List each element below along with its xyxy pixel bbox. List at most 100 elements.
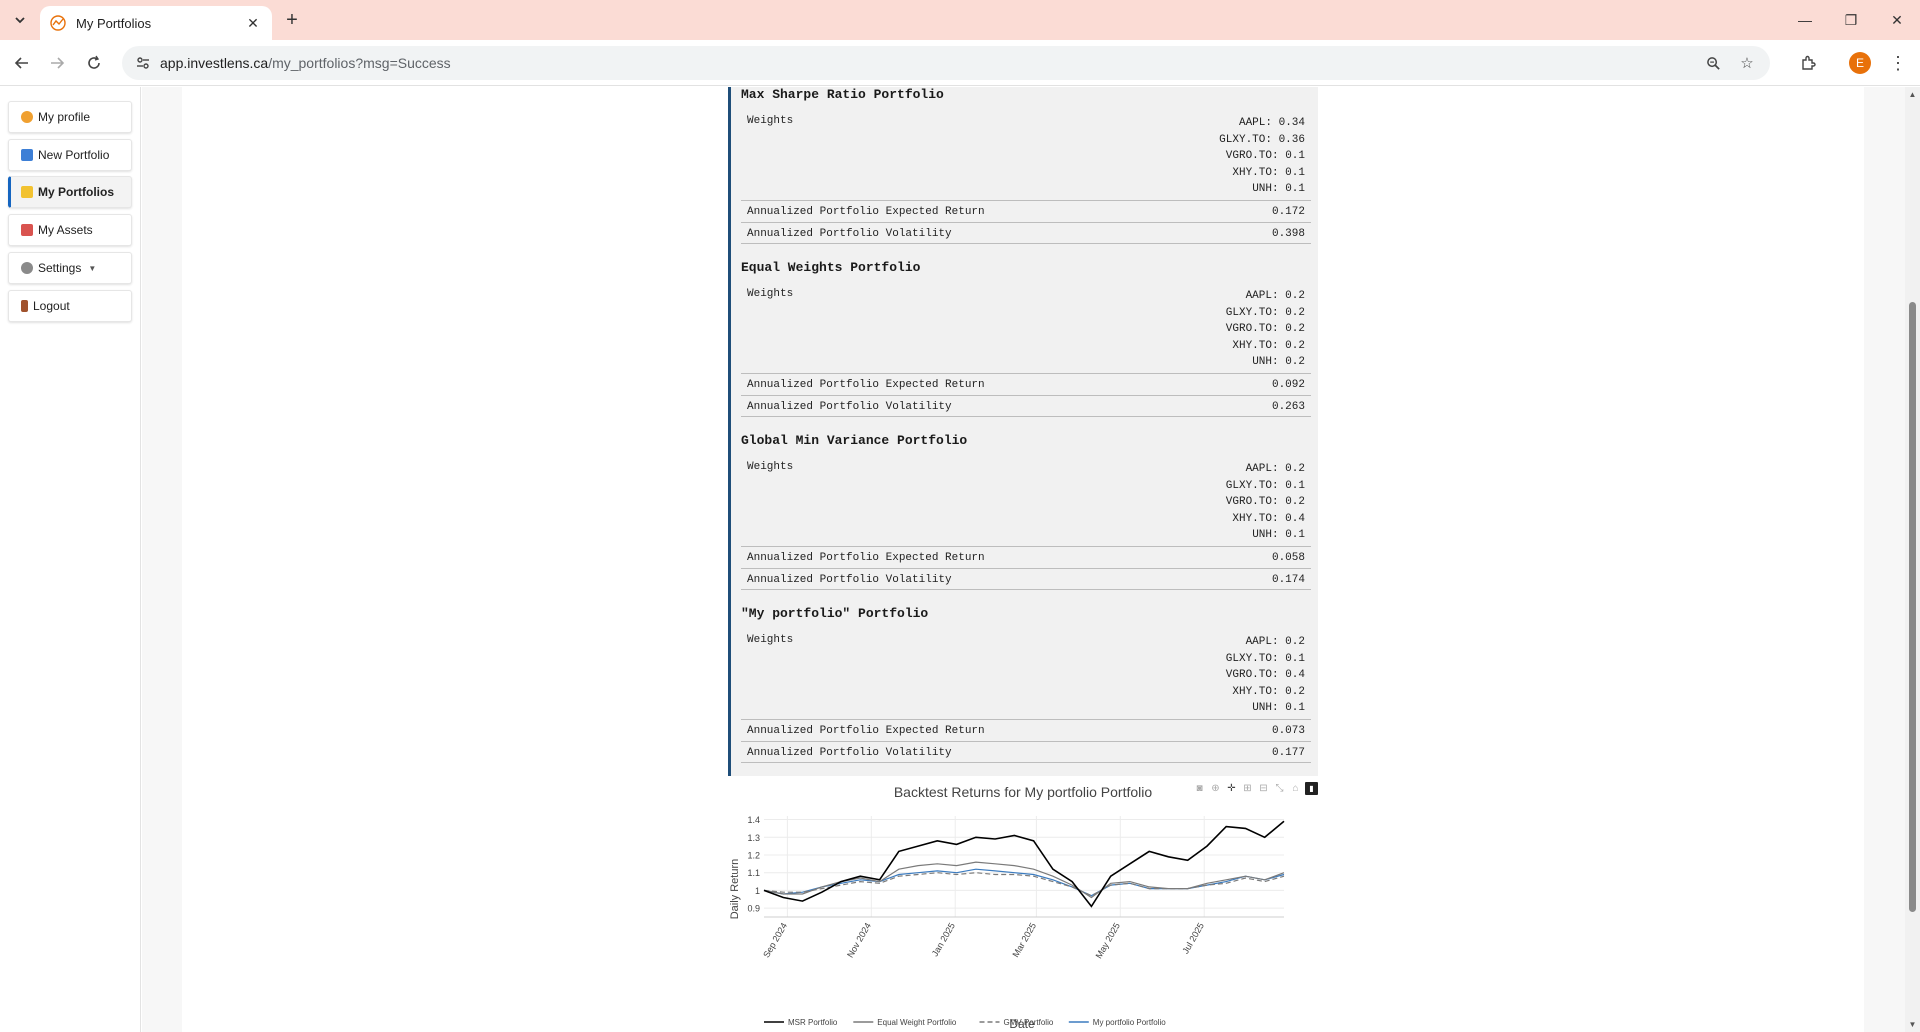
weight-value: AAPL: 0.2 xyxy=(1245,463,1305,475)
sidebar-item-my-portfolios[interactable]: My Portfolios xyxy=(8,176,132,208)
page-viewport: My profile New Portfolio My Portfolios M… xyxy=(0,87,1905,1032)
restore-icon[interactable]: ❐ xyxy=(1844,11,1858,28)
site-info-icon[interactable] xyxy=(126,46,160,80)
more-menu-icon[interactable]: ⋮ xyxy=(1889,52,1907,73)
browser-tab-bar: My Portfolios ✕ + — ❐ ✕ xyxy=(0,0,1920,40)
reload-icon[interactable] xyxy=(82,51,106,75)
books-icon xyxy=(21,224,33,236)
weights-label: Weights xyxy=(747,461,794,473)
bookmark-star-icon[interactable]: ☆ xyxy=(1740,55,1754,72)
volatility-row: Annualized Portfolio Volatility 0.398 xyxy=(741,222,1311,244)
back-arrow-icon[interactable] xyxy=(10,51,34,75)
sidebar-item-label: My Assets xyxy=(38,223,93,237)
tab-search-button[interactable] xyxy=(8,8,32,32)
sidebar: My profile New Portfolio My Portfolios M… xyxy=(0,87,141,1032)
url-text: app.investlens.ca/my_portfolios?msg=Succ… xyxy=(160,55,451,71)
sidebar-item-my-profile[interactable]: My profile xyxy=(8,101,132,133)
weight-value: VGRO.TO: 0.2 xyxy=(1225,496,1305,508)
y-tick-label: 1 xyxy=(755,886,760,896)
zoom-in-chart-icon[interactable]: ⊕ xyxy=(1211,783,1220,794)
sidebar-item-new-portfolio[interactable]: New Portfolio xyxy=(8,139,132,171)
folder-icon xyxy=(21,186,33,198)
extensions-icon[interactable] xyxy=(1796,51,1820,75)
url-host: app.investlens.ca xyxy=(160,55,269,71)
stat-label: Annualized Portfolio Volatility xyxy=(747,228,952,240)
gear-icon xyxy=(21,262,33,274)
sidebar-item-logout[interactable]: Logout xyxy=(8,290,132,322)
close-tab-icon[interactable]: ✕ xyxy=(247,14,259,31)
legend-label[interactable]: MSR Portfolio xyxy=(788,1018,838,1027)
y-tick-label: 1.2 xyxy=(747,850,760,860)
stat-label: Annualized Portfolio Expected Return xyxy=(747,379,985,391)
pan-icon[interactable]: ✛ xyxy=(1227,783,1236,794)
weights-values: AAPL: 0.34 GLXY.TO: 0.36 VGRO.TO: 0.1 XH… xyxy=(1219,115,1305,198)
door-icon xyxy=(21,300,28,312)
browser-toolbar: app.investlens.ca/my_portfolios?msg=Succ… xyxy=(0,40,1920,86)
scroll-down-icon[interactable]: ▼ xyxy=(1908,1020,1917,1029)
scrollbar-thumb[interactable] xyxy=(1909,302,1916,912)
volatility-row: Annualized Portfolio Volatility 0.177 xyxy=(741,741,1311,763)
stat-label: Annualized Portfolio Expected Return xyxy=(747,552,985,564)
address-bar[interactable]: app.investlens.ca/my_portfolios?msg=Succ… xyxy=(122,46,1770,80)
y-tick-label: 1.3 xyxy=(747,833,760,843)
omnibox-actions: ☆ xyxy=(1702,52,1758,74)
series-line-2 xyxy=(763,872,1285,897)
section-title: "My portfolio" Portfolio xyxy=(741,606,929,621)
camera-icon[interactable]: ◙ xyxy=(1196,783,1203,794)
home-icon[interactable]: ⌂ xyxy=(1292,783,1299,794)
chart-svg: Backtest Returns for My portfolio Portfo… xyxy=(729,784,1285,1031)
chart-modebar: ◙ ⊕ ✛ ⊞ ⊟ ⤡ ⌂ ▮ xyxy=(1193,782,1318,795)
legend-label[interactable]: My portfolio Portfolio xyxy=(1093,1018,1166,1027)
backtest-chart: ◙ ⊕ ✛ ⊞ ⊟ ⤡ ⌂ ▮ Backtest Returns for My … xyxy=(728,776,1318,1032)
weights-values: AAPL: 0.2 GLXY.TO: 0.2 VGRO.TO: 0.2 XHY.… xyxy=(1226,288,1305,371)
autoscale-icon[interactable]: ⤡ xyxy=(1275,783,1284,794)
weights-label: Weights xyxy=(747,634,794,646)
zoom-minus-icon[interactable]: ⊟ xyxy=(1259,783,1268,794)
sidebar-item-label: My profile xyxy=(38,110,91,124)
close-window-icon[interactable]: ✕ xyxy=(1891,11,1903,28)
stat-value: 0.058 xyxy=(1271,552,1305,564)
y-tick-label: 1.1 xyxy=(747,868,760,878)
new-tab-button[interactable]: + xyxy=(286,8,298,31)
site-favicon-icon xyxy=(50,15,66,31)
y-axis-label: Daily Return xyxy=(729,859,741,920)
person-icon xyxy=(21,111,33,123)
scroll-up-icon[interactable]: ▲ xyxy=(1908,90,1917,99)
stat-value: 0.174 xyxy=(1271,574,1305,586)
url-path: /my_portfolios?msg=Success xyxy=(268,55,451,71)
y-tick-label: 0.9 xyxy=(747,904,760,914)
expected-return-row: Annualized Portfolio Expected Return 0.0… xyxy=(741,546,1311,568)
y-tick-label: 1.4 xyxy=(747,815,760,825)
plotly-logo-icon[interactable]: ▮ xyxy=(1305,782,1318,795)
section-title: Global Min Variance Portfolio xyxy=(741,433,968,448)
weight-value: XHY.TO: 0.2 xyxy=(1232,685,1305,698)
page-scrollbar[interactable]: ▲ ▼ xyxy=(1905,87,1920,1032)
stat-label: Annualized Portfolio Expected Return xyxy=(747,206,985,218)
weight-value: VGRO.TO: 0.4 xyxy=(1225,669,1305,681)
stat-label: Annualized Portfolio Volatility xyxy=(747,747,952,759)
legend-label[interactable]: GMV Portfolio xyxy=(1004,1018,1054,1027)
weights-values: AAPL: 0.2 GLXY.TO: 0.1 VGRO.TO: 0.4 XHY.… xyxy=(1226,634,1305,717)
profile-avatar[interactable]: E xyxy=(1849,52,1871,74)
forward-arrow-icon[interactable] xyxy=(45,51,69,75)
sidebar-item-label: Settings xyxy=(38,261,82,275)
weight-value: UNH: 0.1 xyxy=(1252,529,1305,541)
browser-tab-active[interactable]: My Portfolios ✕ xyxy=(40,6,272,40)
weight-value: XHY.TO: 0.2 xyxy=(1232,339,1305,352)
legend-label[interactable]: Equal Weight Portfolio xyxy=(877,1018,957,1027)
sidebar-item-my-assets[interactable]: My Assets xyxy=(8,214,132,246)
x-tick-label: May 2025 xyxy=(1094,921,1122,960)
weight-value: AAPL: 0.2 xyxy=(1245,636,1305,648)
new-icon xyxy=(21,149,33,161)
weight-value: AAPL: 0.2 xyxy=(1245,290,1305,302)
minimize-icon[interactable]: — xyxy=(1798,12,1812,28)
zoom-icon[interactable] xyxy=(1702,52,1724,74)
zoom-plus-icon[interactable]: ⊞ xyxy=(1243,783,1252,794)
sidebar-item-settings[interactable]: Settings ▼ xyxy=(8,252,132,284)
stat-value: 0.177 xyxy=(1271,747,1305,759)
x-tick-label: Jan 2025 xyxy=(930,921,957,958)
weight-value: XHY.TO: 0.1 xyxy=(1232,166,1305,179)
weights-label: Weights xyxy=(747,288,794,300)
series-line-1 xyxy=(763,861,1285,899)
weight-value: VGRO.TO: 0.2 xyxy=(1225,323,1305,335)
